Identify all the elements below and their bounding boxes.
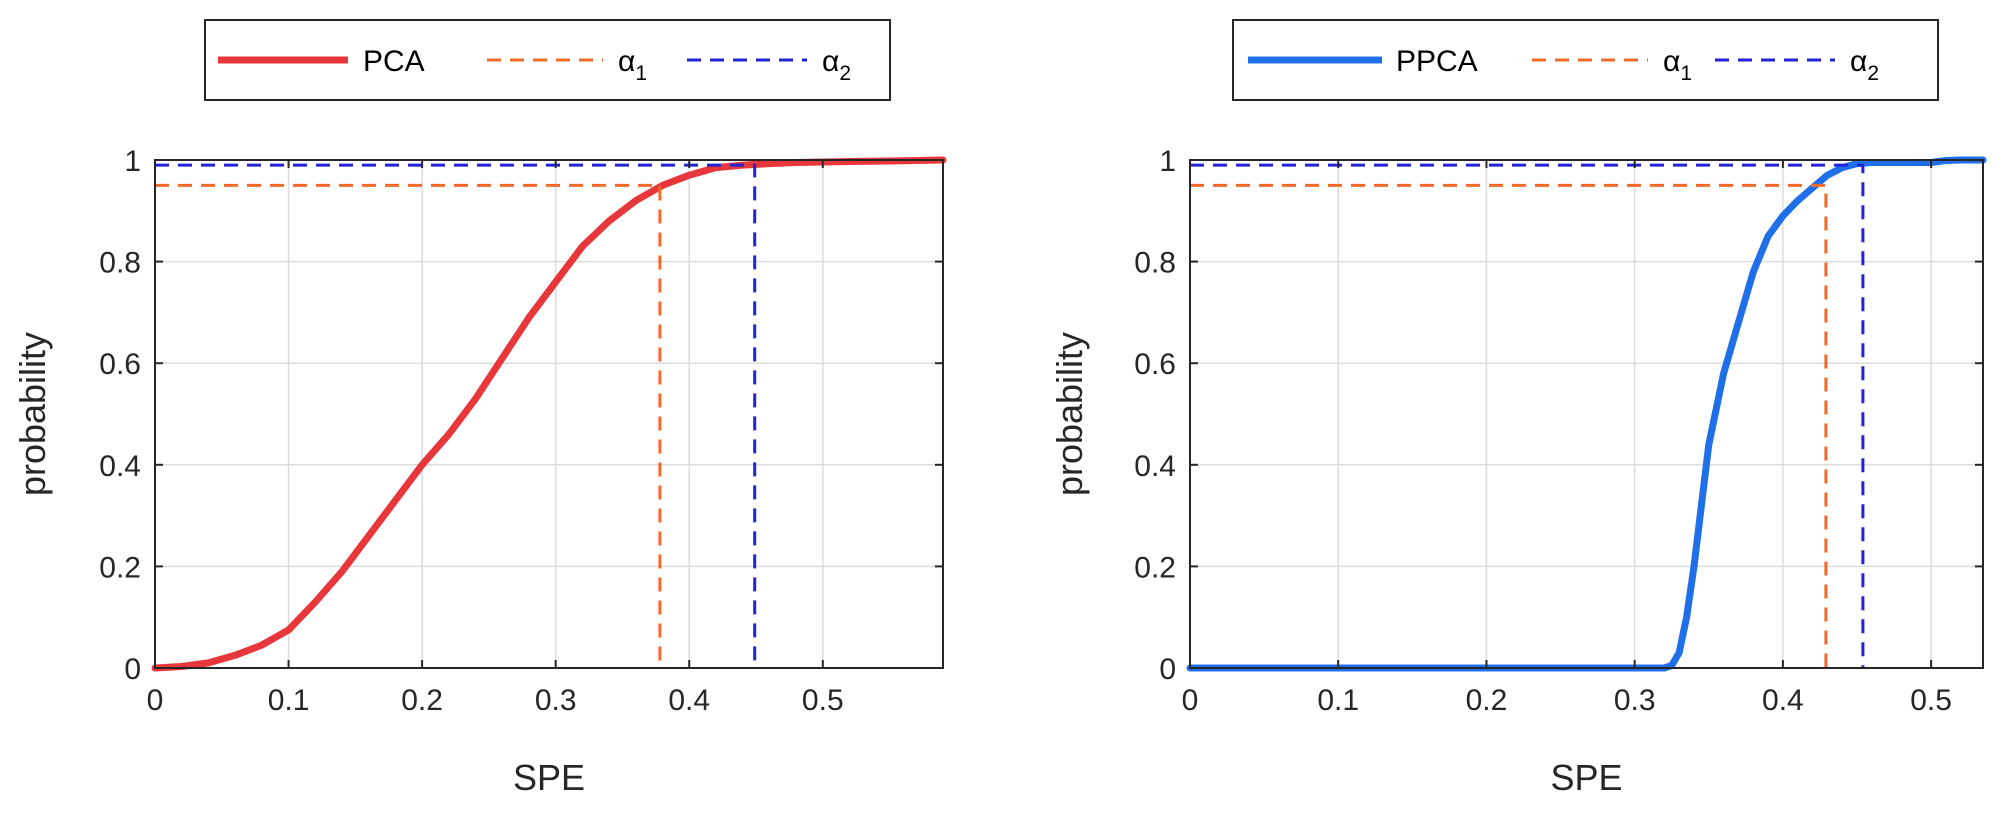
y-tick-label: 0.8 (1134, 247, 1176, 280)
y-tick-label: 0.4 (99, 450, 141, 483)
y-tick-label: 1 (124, 145, 141, 178)
x-tick-label: 0 (147, 684, 164, 717)
x-tick-label: 0 (1182, 684, 1199, 717)
legend: PPCA α1 α2 (1232, 19, 1939, 101)
alpha1-threshold-line (155, 183, 662, 668)
x-tick-label: 0.2 (401, 684, 443, 717)
x-tick-label: 0.3 (1614, 684, 1656, 717)
y-axis-label: probability (12, 332, 53, 496)
legend-label: PPCA (1396, 45, 1478, 78)
y-tick-label: 1 (1159, 145, 1176, 178)
chart-2: 0 0.1 0.2 0.3 0.4 0.5 0 0.2 0.4 0.6 0.8 1 SPE probabi… (1049, 19, 1987, 798)
y-tick-label: 0 (124, 653, 141, 686)
y-tick-label: 0.2 (1134, 551, 1176, 584)
x-tick-label: 0.1 (1317, 684, 1359, 717)
x-tick-label: 0.4 (1762, 684, 1804, 717)
legend: PCA α1 α2 (204, 19, 891, 101)
axes-box (1189, 159, 1984, 669)
y-axis-label: probability (1049, 332, 1090, 496)
x-tick-label: 0.4 (668, 684, 710, 717)
legend-label-subscript: 2 (1867, 62, 1879, 85)
x-tick-label: 0.3 (535, 684, 577, 717)
x-tick-label: 0.1 (268, 684, 310, 717)
alpha2-threshold-line (1190, 163, 1865, 668)
alpha2-threshold-line (155, 163, 757, 668)
x-tick-label: 0.2 (1466, 684, 1508, 717)
legend-label: PCA (363, 45, 425, 78)
chart-1: 0 0.1 0.2 0.3 0.4 0.5 0 0.2 0.4 0.6 0.8 1 SPE probabi… (12, 19, 947, 798)
y-tick-label: 0 (1159, 653, 1176, 686)
y-tick-label: 0.8 (99, 247, 141, 280)
legend-label-subscript: 2 (839, 62, 851, 85)
series-line-pca (151, 156, 947, 672)
x-axis-label: SPE (1550, 757, 1622, 798)
plot-area (155, 160, 943, 668)
x-tick-label: 0.5 (802, 684, 844, 717)
axes-box (154, 159, 944, 669)
x-tick-label: 0.5 (1910, 684, 1952, 717)
y-tick-label: 0.2 (99, 551, 141, 584)
y-tick-label: 0.6 (99, 348, 141, 381)
legend-label-subscript: 1 (635, 62, 647, 85)
y-tick-label: 0.4 (1134, 450, 1176, 483)
plot-area (1190, 160, 1983, 668)
legend-label-subscript: 1 (1680, 62, 1692, 85)
x-axis-label: SPE (513, 757, 585, 798)
alpha1-threshold-line (1190, 183, 1828, 668)
y-tick-label: 0.6 (1134, 348, 1176, 381)
